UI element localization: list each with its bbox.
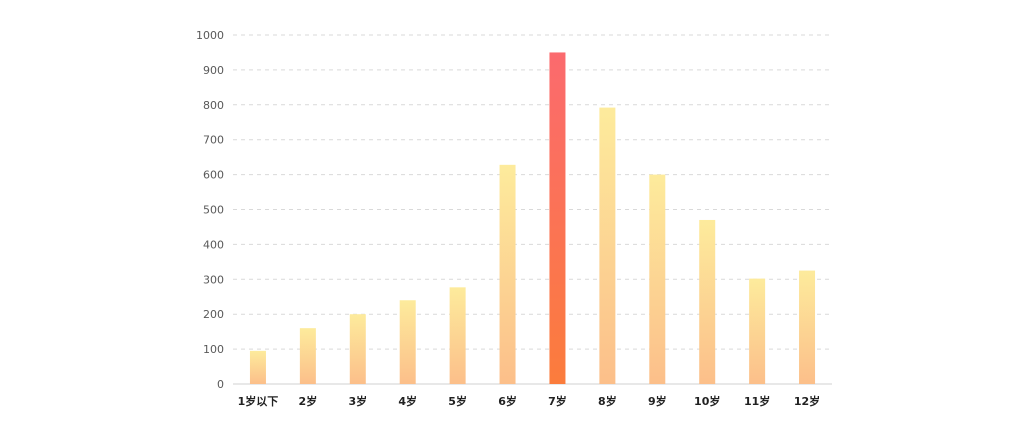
bar-9[interactable] — [699, 219, 716, 384]
x-tick-label: 7岁 — [548, 394, 567, 408]
bar-8[interactable] — [649, 174, 666, 384]
y-tick-label: 700 — [203, 134, 224, 147]
y-tick-label: 400 — [203, 238, 224, 251]
x-tick-label: 4岁 — [398, 394, 417, 408]
x-axis: 1岁以下 2岁 3岁 4岁 5岁 6岁 7岁 8岁 9岁 10岁 11岁 12岁 — [238, 394, 821, 408]
bar-4[interactable] — [449, 287, 466, 384]
x-tick-label: 12岁 — [794, 394, 820, 408]
x-tick-label: 2岁 — [299, 394, 318, 408]
y-axis: 0 100 200 300 400 500 600 700 800 900 1000 — [196, 29, 224, 391]
y-tick-label: 900 — [203, 64, 224, 77]
bar-layer — [249, 52, 816, 384]
bar-1[interactable] — [299, 328, 316, 384]
bar-3[interactable] — [399, 300, 416, 384]
bar-0[interactable] — [249, 350, 266, 384]
x-tick-label: 10岁 — [694, 394, 720, 408]
bar-2[interactable] — [349, 314, 366, 384]
x-tick-label: 6岁 — [498, 394, 517, 408]
y-tick-label: 500 — [203, 204, 224, 217]
y-tick-label: 0 — [217, 378, 224, 391]
x-tick-label: 9岁 — [648, 394, 667, 408]
grid-layer — [233, 34, 832, 385]
y-tick-label: 100 — [203, 343, 224, 356]
y-tick-label: 800 — [203, 99, 224, 112]
x-tick-label: 8岁 — [598, 394, 617, 408]
y-tick-label: 300 — [203, 273, 224, 286]
bar-11[interactable] — [799, 270, 816, 384]
y-tick-label: 1000 — [196, 29, 224, 42]
x-tick-label: 11岁 — [744, 394, 770, 408]
bar-10[interactable] — [749, 278, 766, 384]
bar-6[interactable] — [549, 52, 566, 384]
x-tick-label: 1岁以下 — [238, 394, 279, 408]
bar-5[interactable] — [499, 164, 516, 384]
x-tick-label: 3岁 — [348, 394, 367, 408]
y-tick-label: 600 — [203, 169, 224, 182]
y-tick-label: 200 — [203, 308, 224, 321]
x-tick-label: 5岁 — [448, 394, 467, 408]
bar-7[interactable] — [599, 107, 616, 384]
